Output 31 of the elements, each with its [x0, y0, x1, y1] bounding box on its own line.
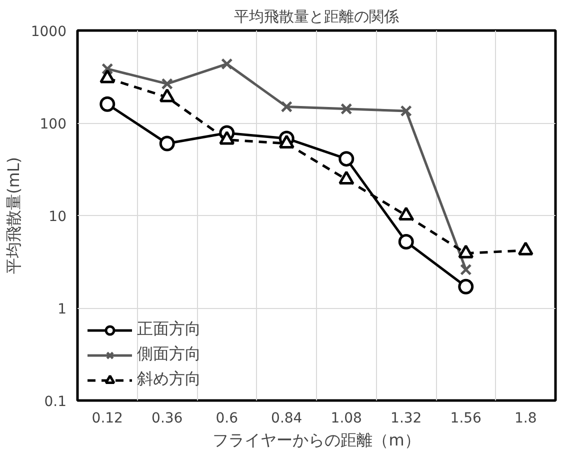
- x-axis-title: フライヤーからの距離（m）: [212, 430, 420, 450]
- y-tick-label: 100: [40, 116, 67, 132]
- point: [102, 63, 114, 75]
- x-tick-label: 0.84: [271, 410, 302, 426]
- y-tick-label: 0.1: [44, 394, 66, 410]
- point: [338, 151, 354, 167]
- point: [161, 78, 173, 90]
- point: [398, 234, 414, 250]
- point: [100, 96, 116, 112]
- y-tick-label: 10: [48, 209, 67, 225]
- point: [280, 100, 292, 113]
- point: [159, 136, 175, 152]
- x-tick-label: 1.32: [390, 410, 422, 426]
- y-tick-label: 1000: [30, 24, 67, 40]
- x-tick-label: 0.36: [152, 410, 183, 426]
- legend-label: 側面方向: [137, 344, 201, 365]
- x-tick-label: 1.08: [330, 410, 362, 426]
- x-tick-label: 0.6: [216, 410, 238, 426]
- legend-label: 正面方向: [137, 319, 201, 340]
- y-tick-label: 1: [58, 302, 67, 318]
- point: [460, 264, 472, 276]
- chart-title: 平均飛散量と距離の関係: [234, 8, 399, 26]
- x-tick-label: 1.56: [450, 410, 482, 426]
- y-axis-title: 平均飛散量(mL): [4, 157, 23, 274]
- legend-label: 斜め方向: [137, 369, 201, 390]
- point: [221, 58, 233, 70]
- x-tick-label: 0.12: [92, 410, 123, 426]
- point: [458, 278, 474, 294]
- point: [340, 103, 352, 115]
- point: [400, 105, 412, 117]
- x-tick-label: 1.8: [514, 410, 537, 426]
